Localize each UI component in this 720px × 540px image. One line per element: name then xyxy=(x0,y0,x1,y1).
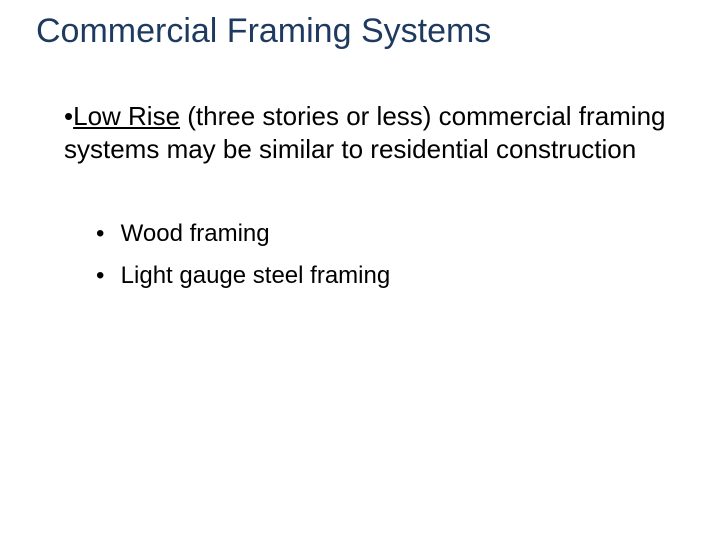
bullet-icon: • xyxy=(64,101,73,131)
list-item: • Light gauge steel framing xyxy=(96,258,390,294)
bullet-icon: • xyxy=(96,258,114,294)
sub-item-label: Light gauge steel framing xyxy=(121,262,391,289)
sub-bullet-list: • Wood framing • Light gauge steel frami… xyxy=(96,216,390,300)
sub-item-label: Wood framing xyxy=(121,220,270,247)
main-bullet-paragraph: •Low Rise (three stories or less) commer… xyxy=(64,100,700,167)
slide-title: Commercial Framing Systems xyxy=(36,12,491,51)
main-bullet-lead-underlined: Low Rise xyxy=(73,101,180,131)
list-item: • Wood framing xyxy=(96,216,390,252)
bullet-icon: • xyxy=(96,216,114,252)
